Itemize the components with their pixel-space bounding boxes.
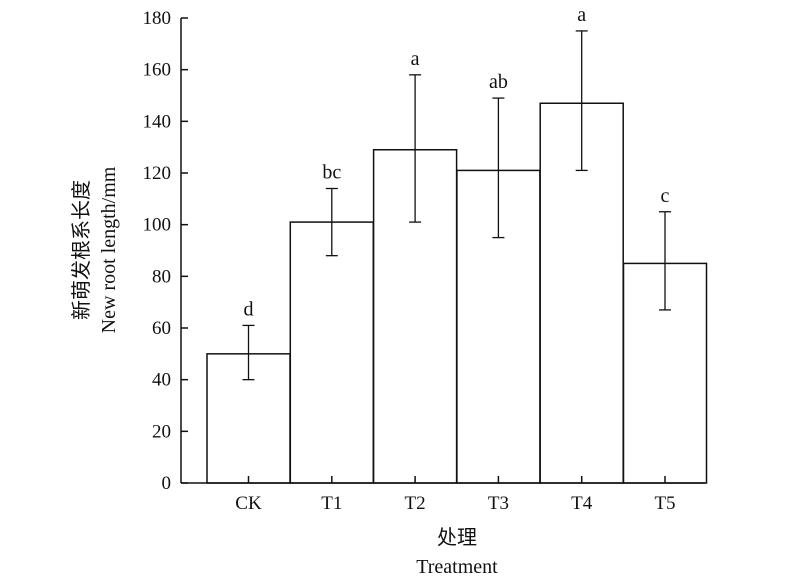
- y-tick-label: 120: [143, 163, 172, 184]
- significance-label: bc: [322, 162, 341, 184]
- y-tick-label: 80: [152, 266, 171, 287]
- x-axis-label-cn: 处理: [437, 526, 477, 549]
- x-tick-label: T4: [571, 493, 593, 514]
- x-axis: CK T1 T2 T3 T4 T5: [181, 476, 705, 514]
- y-tick-label: 0: [162, 473, 172, 494]
- x-axis-label: Treatment: [416, 556, 498, 578]
- significance-label: c: [661, 185, 670, 207]
- x-tick-label: CK: [235, 493, 262, 514]
- y-tick-label: 40: [152, 370, 171, 391]
- x-tick-label: T1: [321, 493, 342, 514]
- y-tick-label: 20: [152, 421, 171, 442]
- y-axis-label-cn: 新萌发根系长度: [70, 180, 93, 320]
- y-tick-label: 60: [152, 318, 171, 339]
- y-axis: 0 20 40 60 80 100 120 140 160 180: [143, 8, 188, 494]
- y-tick-label: 140: [143, 111, 172, 132]
- significance-label: a: [577, 4, 586, 26]
- bars-group: d bc a ab a c: [206, 4, 708, 484]
- bar: [289, 221, 375, 484]
- x-tick-label: T5: [654, 493, 675, 514]
- y-tick-label: 160: [143, 60, 172, 81]
- significance-label: ab: [489, 71, 508, 93]
- x-tick-label: T3: [488, 493, 509, 514]
- significance-label: d: [244, 298, 254, 320]
- y-axis-label: New root length/mm: [98, 166, 120, 333]
- y-tick-label: 180: [143, 8, 172, 29]
- y-tick-label: 100: [143, 215, 172, 236]
- x-tick-label: T2: [405, 493, 426, 514]
- significance-label: a: [411, 48, 420, 70]
